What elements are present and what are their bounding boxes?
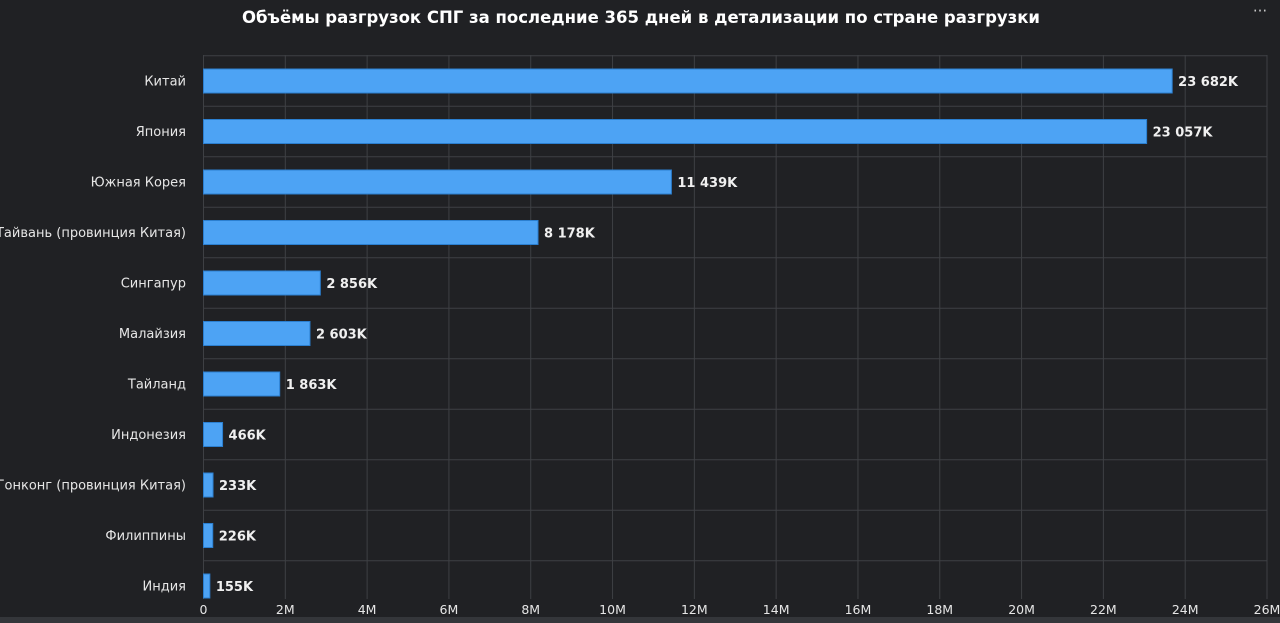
x-tick-label: 10M	[599, 602, 626, 617]
value-label: 1 863K	[286, 378, 338, 393]
more-options-icon[interactable]: ···	[1252, 2, 1268, 20]
category-labels: Китай Япония Южная Корея Тайвань (провинция…	[0, 75, 186, 595]
x-tick-label: 2M	[276, 602, 295, 617]
x-tick-label: 6M	[440, 602, 459, 617]
bar[interactable]	[203, 169, 672, 195]
x-tick-label: 16M	[845, 602, 872, 617]
x-tick-label: 0	[200, 602, 208, 617]
value-label: 23 057K	[1153, 126, 1214, 141]
value-label: 233K	[219, 479, 257, 494]
x-tick-label: 18M	[926, 602, 953, 617]
x-tick-label: 14M	[763, 602, 790, 617]
x-tick-label: 12M	[681, 602, 708, 617]
chart-title: Объёмы разгрузок СПГ за последние 365 дн…	[242, 8, 1040, 27]
category-label: Малайзия	[119, 327, 186, 342]
bar[interactable]	[203, 220, 539, 245]
value-labels: 23 682K 23 057K 11 439K 8 178K 2 856K 2 603K 1…	[216, 75, 1239, 595]
bar[interactable]	[203, 573, 211, 599]
bar[interactable]	[203, 68, 1173, 94]
value-label: 466K	[229, 429, 267, 444]
bar[interactable]	[203, 119, 1148, 144]
panel-bottom-edge	[0, 617, 1280, 623]
value-label: 155K	[216, 580, 254, 595]
gridlines	[203, 55, 1268, 599]
x-axis-ticks: 0 2M 4M 6M 8M 10M 12M 14M 16M 18M 20M 22M 24M 26M	[200, 602, 1280, 617]
bar[interactable]	[203, 523, 214, 548]
value-label: 11 439K	[677, 176, 738, 191]
x-tick-label: 8M	[521, 602, 540, 617]
category-label: Гонконг (провинция Китая)	[0, 479, 186, 494]
category-label: Китай	[144, 75, 186, 90]
category-label: Тайланд	[127, 378, 186, 393]
value-label: 23 682K	[1178, 75, 1239, 90]
x-tick-label: 4M	[358, 602, 377, 617]
value-label: 2 603K	[316, 328, 368, 343]
category-label: Тайвань (провинция Китая)	[0, 226, 186, 241]
value-label: 226K	[219, 530, 257, 545]
bar[interactable]	[203, 321, 311, 346]
value-label: 8 178K	[544, 227, 596, 242]
category-label: Южная Корея	[91, 176, 186, 191]
bar[interactable]	[203, 422, 224, 447]
category-label: Индонезия	[111, 428, 186, 443]
category-label: Сингапур	[121, 277, 186, 292]
category-label: Филиппины	[105, 529, 186, 544]
x-tick-label: 26M	[1254, 602, 1280, 617]
x-tick-label: 24M	[1172, 602, 1199, 617]
bar[interactable]	[203, 270, 321, 296]
bars	[203, 68, 1173, 599]
bar[interactable]	[203, 371, 281, 397]
bar[interactable]	[203, 472, 214, 498]
category-label: Индия	[143, 580, 186, 595]
category-label: Япония	[136, 125, 186, 140]
x-tick-label: 20M	[1008, 602, 1035, 617]
value-label: 2 856K	[326, 277, 378, 292]
x-tick-label: 22M	[1090, 602, 1117, 617]
